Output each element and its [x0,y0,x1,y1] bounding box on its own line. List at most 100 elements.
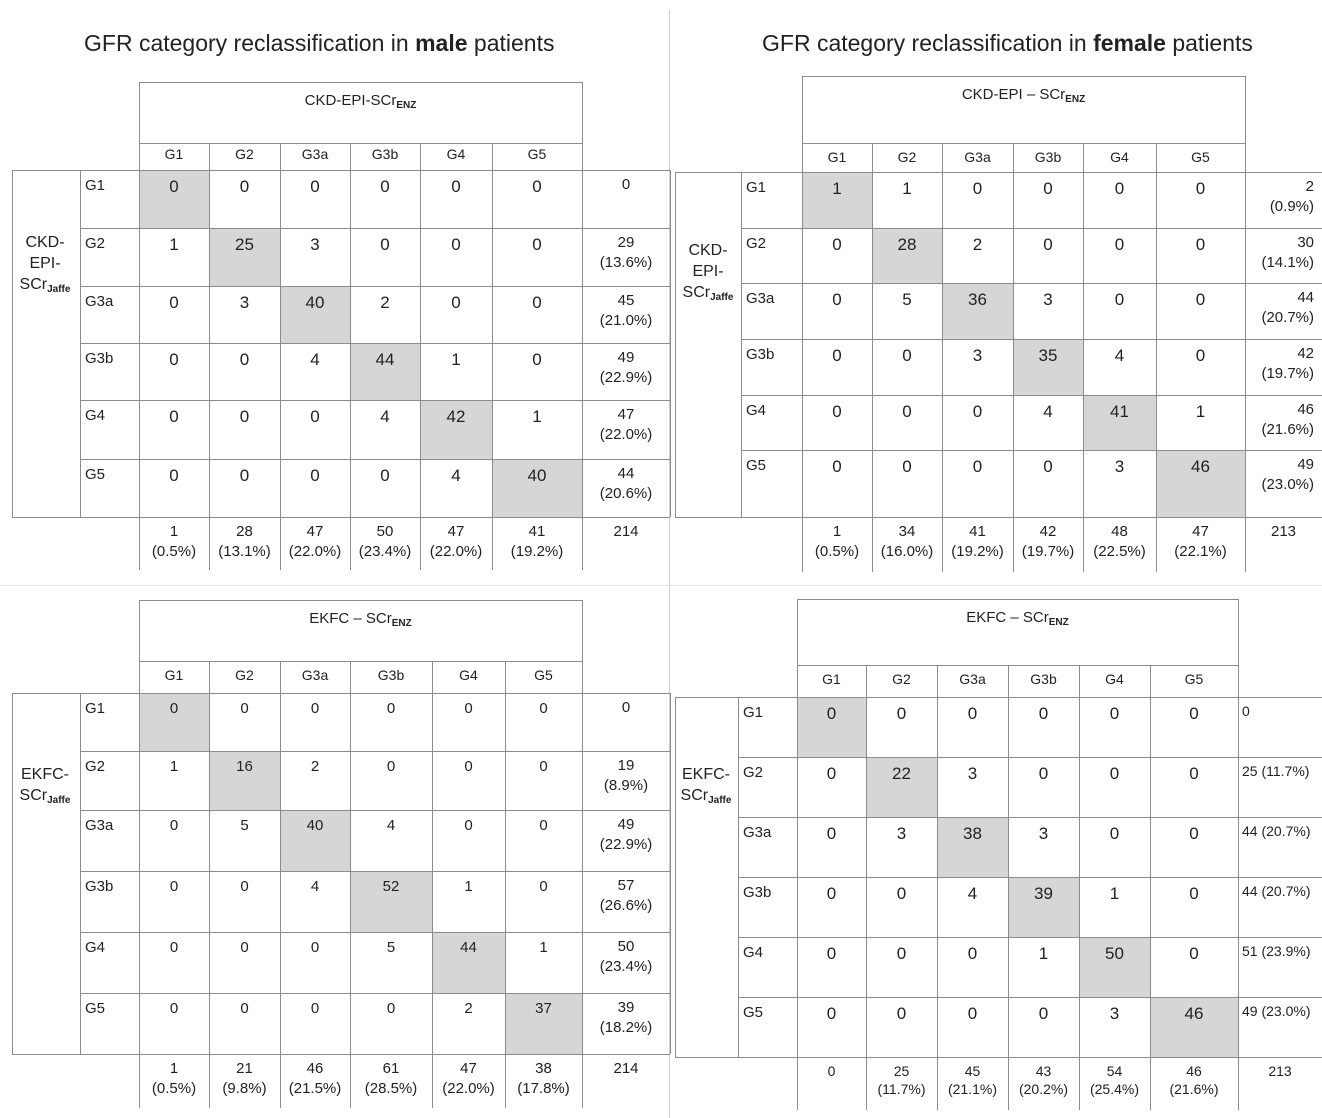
grid-line [505,693,506,1108]
matrix-cell: 35 [1038,346,1058,365]
matrix-cell: 0 [1189,824,1199,843]
row-label: G2 [746,235,767,252]
matrix-cell: 46 [1191,457,1210,476]
matrix-cell: 28 [897,235,917,254]
matrix-cell: 2 [464,1000,473,1017]
grid-line [12,517,80,518]
matrix-cell: 0 [826,1004,837,1023]
matrix-cell: 0 [386,758,396,775]
center-divider [669,10,670,1118]
grid-line [741,228,1322,229]
row-label: G2 [85,758,106,775]
column-label: G1 [827,149,847,165]
matrix-cell: 0 [1038,704,1049,723]
matrix-cell: 0 [1189,884,1199,903]
matrix-cell: 3 [967,764,978,783]
column-total: 43 (20.2%) [1018,1063,1069,1098]
matrix-cell: 0 [240,1000,249,1017]
grid-line [802,76,1245,77]
row-label: G1 [743,704,764,721]
diagonal-shade [802,172,872,228]
matrix-cell: 5 [902,290,912,309]
matrix-cell: 0 [386,1000,396,1017]
matrix-cell: 0 [1195,179,1206,198]
grid-line [80,459,670,460]
matrix-cell: 1 [532,407,542,426]
column-label: G4 [1110,149,1129,165]
row-label: G1 [746,179,767,196]
grid-line [582,600,583,661]
row-total: 44 (20.6%) [599,465,653,502]
matrix-cell: 1 [451,350,461,369]
matrix-cell: 0 [240,878,249,895]
matrix-cell: 0 [539,878,548,895]
matrix-cell: 0 [896,704,907,723]
matrix-cell: 0 [169,1000,179,1017]
column-label: G2 [897,149,917,165]
column-total: 47 (22.1%) [1174,523,1227,560]
row-label: G1 [85,177,106,194]
column-total: 25 (11.7%) [877,1063,926,1098]
row-label: G5 [85,1000,106,1017]
matrix-cell: 0 [1109,824,1120,843]
matrix-cell: 0 [1038,764,1049,783]
matrix-cell: 0 [1043,235,1053,254]
grid-line [80,286,670,287]
grid-line [12,170,13,517]
diagonal-shade [350,871,432,932]
column-label: G1 [822,671,841,687]
matrix-cell: 4 [451,466,461,485]
matrix-cell: 0 [972,179,983,198]
grid-line [139,82,140,170]
matrix-cell: 0 [240,700,249,717]
grid-line [432,693,433,1108]
matrix-cell: 0 [310,407,320,426]
matrix-cell: 0 [832,457,842,476]
grid-line [1238,697,1239,1110]
grid-line [670,170,671,517]
row-total: 49 (23.0%) [1261,456,1314,493]
grid-line [1008,697,1009,1110]
matrix-cell: 1 [1195,402,1206,421]
column-group-title: EKFC – SCrENZ [966,609,1069,628]
matrix-cell: 0 [1114,290,1125,309]
row-total: 44 (20.7%) [1242,883,1311,899]
column-total: 46 (21.6%) [1169,1063,1219,1098]
matrix-cell: 0 [967,944,978,963]
row-label: G4 [743,944,764,961]
column-total: 61 (28.5%) [364,1060,418,1097]
matrix-cell: 0 [1189,704,1199,723]
column-label: G3a [301,667,329,683]
matrix-cell: 0 [902,402,912,421]
grand-total: 214 [613,523,639,540]
matrix-cell: 39 [1034,884,1053,903]
matrix-cell: 0 [1189,764,1199,783]
matrix-cell: 0 [464,700,473,717]
matrix-cell: 5 [240,817,249,834]
grid-line [1156,172,1157,572]
matrix-cell: 0 [239,350,250,369]
grid-line [675,697,676,1057]
diagonal-shade [1079,937,1150,997]
column-group-title: CKD-EPI – SCrENZ [961,86,1086,105]
grid-line [1013,143,1014,172]
grand-total: 214 [613,1060,639,1077]
matrix-cell: 0 [832,235,842,254]
grid-line [675,1057,738,1058]
grid-line [670,693,671,1054]
matrix-cell: 1 [539,939,548,956]
grid-line [80,1054,670,1055]
column-label: G3b [377,667,405,683]
matrix-cell: 0 [239,466,250,485]
row-label: G3b [743,884,772,901]
matrix-cell: 0 [169,350,179,369]
column-label: G3a [301,146,329,162]
row-label: G4 [746,402,767,419]
grid-line [1079,697,1080,1110]
matrix-cell: 42 [446,407,466,426]
row-total: 0 [621,699,631,716]
grid-line [942,172,943,572]
grid-line [432,661,433,693]
matrix-cell: 0 [310,177,320,196]
matrix-cell: 1 [169,235,179,254]
